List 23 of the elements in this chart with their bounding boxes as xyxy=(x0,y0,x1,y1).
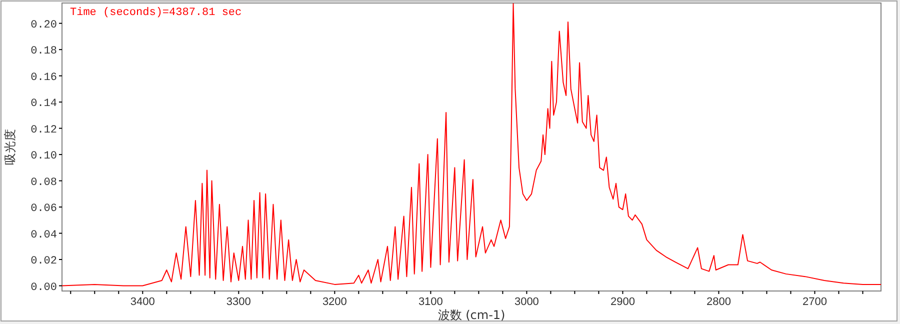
x-tick-label: 2900 xyxy=(610,296,635,308)
y-tick-label: 0.14 xyxy=(30,98,58,110)
y-tick-label: 0.16 xyxy=(30,72,57,84)
y-tick-label: 0.10 xyxy=(30,150,57,163)
y-tick-label: 0.20 xyxy=(30,19,57,32)
x-tick-label: 2800 xyxy=(706,296,731,308)
x-tick-label: 3400 xyxy=(130,296,155,308)
annotation: Time (seconds)=4387.81 sec xyxy=(70,7,242,19)
y-axis-title: 吸光度 xyxy=(3,129,17,165)
x-axis-title: 波数 (cm-1) xyxy=(438,308,506,322)
y-tick-label: 0.08 xyxy=(30,176,57,189)
x-tick-label: 3000 xyxy=(514,296,539,308)
x-tick-label: 3200 xyxy=(322,296,347,308)
x-tick-label: 3300 xyxy=(226,296,251,308)
y-tick-label: 0.04 xyxy=(30,229,58,242)
x-tick-label: 3100 xyxy=(418,296,443,308)
line-series xyxy=(62,3,881,286)
y-tick-label: 0.18 xyxy=(30,46,57,58)
y-tick-label: 0.02 xyxy=(30,256,57,268)
y-tick-label: 0.12 xyxy=(30,124,57,136)
x-tick-label: 2700 xyxy=(802,296,827,308)
y-tick-label: 0.06 xyxy=(30,203,57,216)
y-tick-label: 0.00 xyxy=(30,282,57,294)
